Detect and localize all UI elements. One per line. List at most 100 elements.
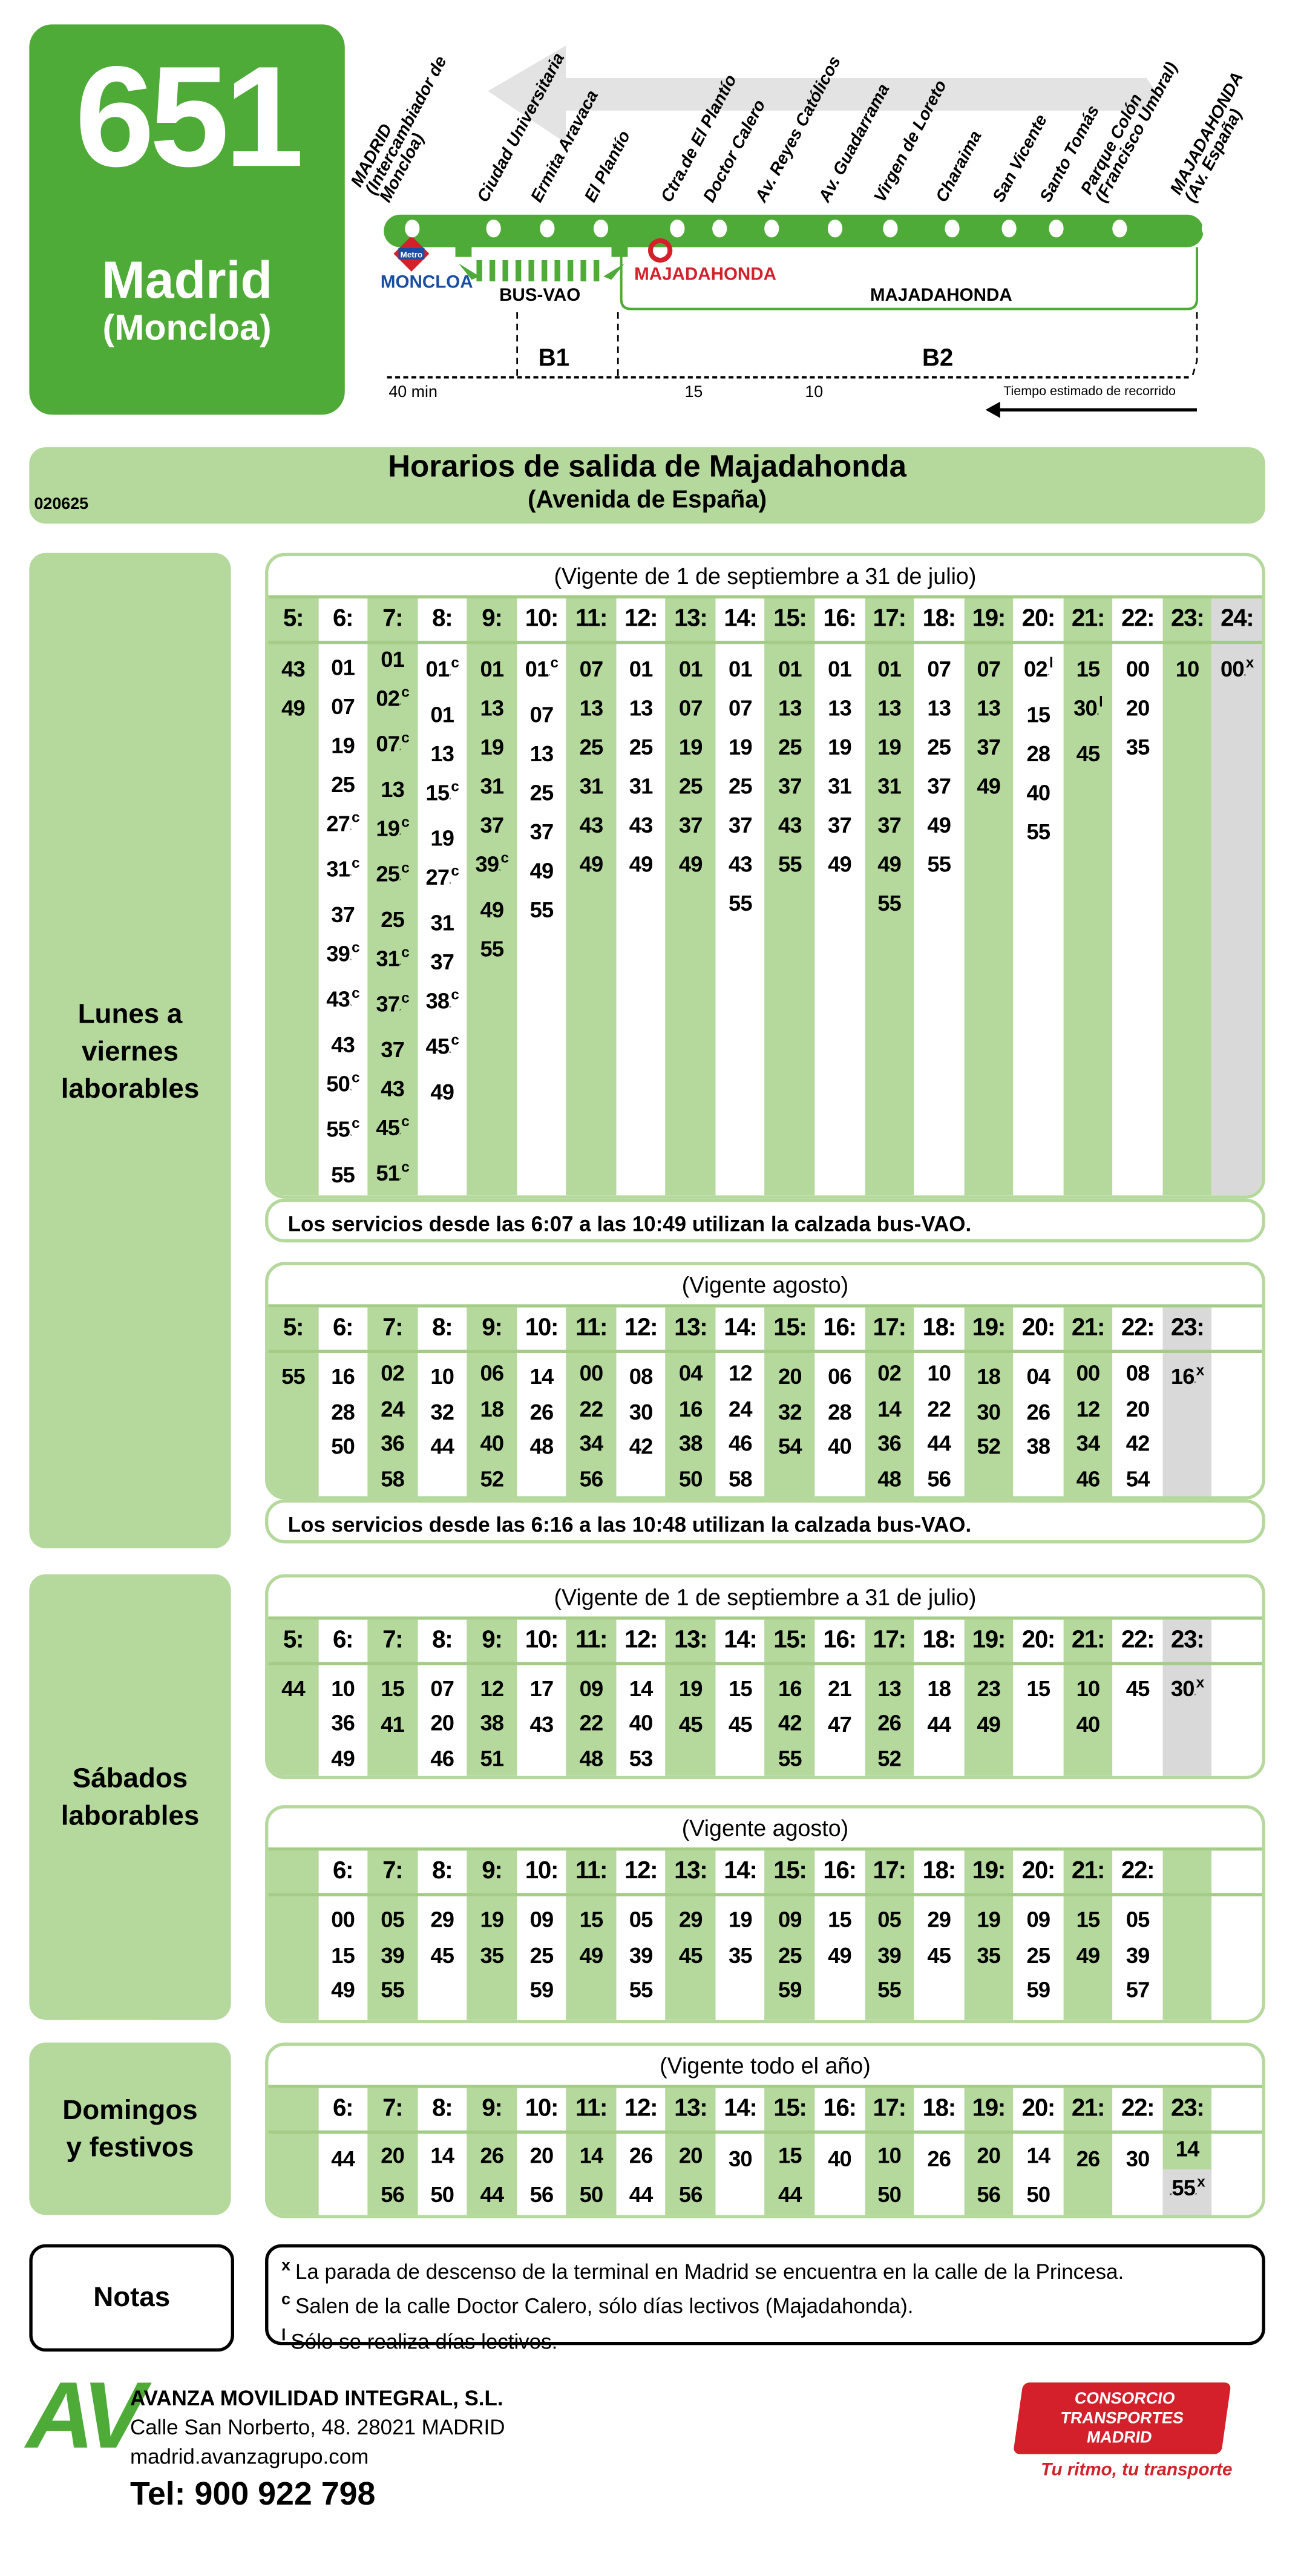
ctm-line3: MADRID <box>1085 2430 1153 2448</box>
hour-header: 22: <box>1121 2094 1155 2123</box>
table-columns: 6: 00 15 49 7: 05 39 55 8: 29 45 9: 19 35 10: 09 25 59 11:… <box>268 1850 1262 2020</box>
departure-time: 07 <box>927 657 951 682</box>
stop-marker <box>669 219 684 238</box>
hour-column: 13: 04 16 38 50 <box>666 1307 716 1496</box>
hour-header: 14: <box>724 605 758 633</box>
departure-time: 09 <box>579 1676 604 1700</box>
departure-time: 50 <box>579 2182 604 2207</box>
departure-time: 49 <box>629 852 654 877</box>
departure-time: 56 <box>381 2182 405 2207</box>
footnote-mark: c <box>352 1069 359 1086</box>
zone-b2: B2 <box>922 344 954 373</box>
company-name: AVANZA MOVILIDAD INTEGRAL, S.L. <box>130 2385 503 2410</box>
footnote-mark: x <box>1196 1362 1204 1378</box>
hour-column: 21: 10 40 <box>1063 1619 1113 1776</box>
departure-time: 25 <box>529 1942 554 1967</box>
hour-column: 17: 05 39 55 <box>864 1850 914 2020</box>
hour-header: 19: <box>972 605 1006 633</box>
footnote-mark: c <box>500 850 509 867</box>
departure-time: 01 <box>381 647 405 672</box>
sunday-table: (Vigente todo el año) 6: 44 7: 20 56 8: 14 50 9: 2… <box>265 2042 1265 2218</box>
departure-time: 31^c <box>376 944 409 971</box>
departure-time: 04 <box>678 1361 703 1386</box>
departure-time: 20 <box>678 2143 703 2168</box>
note-mark: c <box>281 2292 290 2310</box>
footnote-mark: c <box>401 859 409 876</box>
hour-column: 18: 29 45 <box>914 1850 964 2020</box>
departure-time: 42 <box>1126 1431 1150 1456</box>
departure-time: 26 <box>629 2143 654 2168</box>
note-text: Salen de la calle Doctor Calero, sólo dí… <box>295 2294 914 2319</box>
departure-time: 55 <box>877 891 902 916</box>
hour-column: 19: 20 56 <box>963 2088 1014 2215</box>
departure-time: 37 <box>430 949 454 974</box>
departure-time: 25 <box>1026 1942 1051 1967</box>
departure-time: 04 <box>1026 1364 1051 1389</box>
hour-column: 13: 01 07 19 25 37 49 <box>666 598 716 1196</box>
hour-header: 20: <box>1021 2094 1056 2123</box>
ctm-line1: CONSORCIO <box>1073 2390 1176 2409</box>
section-saturday-label: Sábados laborables <box>29 1574 231 2020</box>
hour-header: 11: <box>575 1626 608 1654</box>
departure-time: 38 <box>678 1431 703 1456</box>
departure-time: 59 <box>1026 1978 1051 2002</box>
departure-time: 25 <box>728 774 753 799</box>
departure-time: 01 <box>629 657 654 682</box>
note-item: l Sólo se realiza días lectivos. <box>281 2322 1249 2356</box>
footnote-mark: c <box>401 684 409 700</box>
hour-column: 18: 07 13 25 37 49 55 <box>914 598 964 1196</box>
hour-header: 22: <box>1121 605 1155 633</box>
stop-marker <box>882 219 897 238</box>
footnote-mark: c <box>451 862 459 879</box>
departure-time: 26 <box>877 1711 902 1735</box>
hour-column: 15: 20 32 54 <box>765 1307 815 1496</box>
departure-time: 41 <box>381 1711 405 1736</box>
stop-marker <box>1048 219 1063 238</box>
hour-header: 24: <box>1221 605 1254 633</box>
hour-column: 23: 10 <box>1162 598 1213 1196</box>
departure-time: 43^c <box>326 985 359 1012</box>
footnote-mark: c <box>401 944 409 960</box>
hour-column: 11: 14 50 <box>566 2088 617 2215</box>
majadahonda-zone-label: MAJADAHONDA <box>870 286 1012 306</box>
hour-header: 7: <box>382 2094 404 2123</box>
hour-column: 21: 00 12 34 46 <box>1063 1307 1113 1496</box>
departure-time: 01 <box>678 657 703 682</box>
departure-time: 14 <box>579 2143 604 2168</box>
hour-column: 14: 01 07 19 25 37 43 55 <box>715 598 765 1196</box>
hour-header: 19: <box>972 1626 1006 1654</box>
departure-time: 31 <box>877 774 902 799</box>
hour-header: 16: <box>823 1314 857 1342</box>
departure-time: 09 <box>1026 1907 1051 1932</box>
departure-time: 20 <box>529 2143 554 2168</box>
footnote-mark: c <box>550 654 559 671</box>
departure-time: 39 <box>877 1942 902 1967</box>
departure-time: 37 <box>977 735 1001 760</box>
departure-time: 02^l <box>1023 654 1054 682</box>
hour-header: 8: <box>432 1857 453 1885</box>
departure-time: 45^c <box>425 1032 459 1059</box>
stop-marker <box>827 219 842 238</box>
zone-dividers <box>387 312 1198 379</box>
departure-time: 02 <box>877 1361 902 1386</box>
hour-header: 23: <box>1171 2094 1205 2123</box>
hour-header: 14: <box>724 1314 758 1342</box>
departure-time: 07 <box>678 696 703 721</box>
departure-time: 28 <box>331 1399 355 1424</box>
departure-time: 36 <box>381 1431 405 1456</box>
departure-time: 44 <box>927 1431 951 1456</box>
hour-header: 14: <box>724 1626 758 1654</box>
hour-header: 20: <box>1021 1857 1056 1885</box>
footnote-mark: c <box>451 778 459 795</box>
departure-time: 43 <box>629 813 654 838</box>
departure-time: 49 <box>480 897 504 922</box>
header-divider <box>268 640 1262 644</box>
departure-time: 49 <box>331 1978 355 2002</box>
departure-time: 49 <box>678 852 703 877</box>
ctm-logo: CONSORCIO TRANSPORTES MADRID <box>1013 2382 1231 2454</box>
company-website[interactable]: madrid.avanzagrupo.com <box>130 2444 369 2469</box>
company-phone[interactable]: Tel: 900 922 798 <box>130 2477 376 2513</box>
departure-time: 55 <box>728 891 753 916</box>
route-destination-sub: (Moncloa) <box>102 307 272 349</box>
saturday-sep-jul-table: (Vigente de 1 de septiembre a 31 de juli… <box>265 1574 1265 1780</box>
